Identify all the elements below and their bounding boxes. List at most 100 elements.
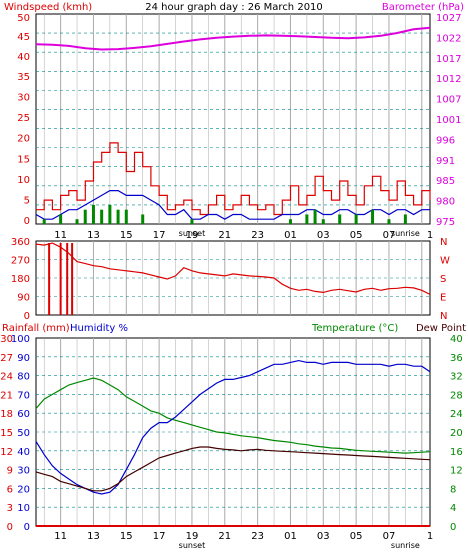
- rain-tick-label: 27: [0, 353, 13, 364]
- wind-bar: [288, 219, 292, 224]
- chart-marks: [35, 26, 431, 527]
- wind_avg-series: [35, 190, 430, 220]
- wind-tick-label: 35: [17, 72, 30, 83]
- x-tick-label: 11: [54, 230, 67, 241]
- compass-tick-label: E: [440, 293, 446, 304]
- rain-tick-label: 6: [7, 484, 13, 495]
- compass-tick-label: N: [440, 311, 447, 322]
- humidity-tick-label: 60: [17, 409, 30, 420]
- wind-tick-label: 50: [17, 13, 30, 24]
- x-tick-label: 13: [87, 230, 100, 241]
- rain-tick-label: 3: [7, 503, 13, 514]
- temperature-tick-label: 40: [450, 334, 463, 345]
- sunset-label: sunset: [179, 541, 206, 550]
- direction-series: [35, 242, 431, 295]
- wind-tick-label: 25: [17, 113, 30, 124]
- temperature-tick-label: 0: [450, 522, 456, 533]
- x-tick-label: 19: [186, 230, 199, 241]
- x-tick-label: 17: [153, 230, 166, 241]
- x-tick-label: 15: [120, 531, 133, 542]
- axis-labels: 5045403530252015105010271022101710121007…: [0, 13, 462, 550]
- x-tick-label: 23: [251, 531, 264, 542]
- wind-bar: [371, 209, 375, 224]
- gridlines: [36, 14, 430, 526]
- sunrise-label: sunrise: [391, 229, 420, 238]
- wind-tick-label: 30: [17, 93, 30, 104]
- x-tick-label: 03: [317, 531, 330, 542]
- wind-bar: [83, 209, 87, 224]
- direction-tick-label: 360: [11, 237, 30, 248]
- rain-tick-label: 9: [7, 466, 13, 477]
- rain-tick-label: 12: [0, 447, 13, 458]
- humidity-tick-label: 90: [17, 353, 30, 364]
- wind-bar: [59, 214, 63, 224]
- temperature-tick-label: 4: [450, 503, 456, 514]
- x-tick-label: 05: [350, 531, 363, 542]
- wind-bar: [124, 209, 128, 224]
- temperature-series: [35, 377, 431, 454]
- temperature-tick-label: 32: [450, 372, 463, 383]
- x-tick-label: 15: [120, 230, 133, 241]
- humidity-tick-label: 40: [17, 447, 30, 458]
- wind-bar: [321, 219, 325, 224]
- baro-tick-label: 1027: [436, 13, 461, 24]
- wind-bar: [338, 214, 342, 224]
- direction-tick-label: 270: [11, 256, 30, 267]
- humidity-tick-label: 0: [24, 522, 30, 533]
- humidity-tick-label: 10: [17, 503, 30, 514]
- x-tick-label: 21: [218, 531, 231, 542]
- barometer-series: [35, 26, 431, 51]
- wind-bar: [403, 214, 407, 224]
- wind-bar: [91, 204, 95, 224]
- dewpoint-series: [35, 446, 431, 492]
- x-tick-label: 01: [284, 531, 297, 542]
- x-tick-label: 17: [153, 531, 166, 542]
- baro-tick-label: 996: [436, 135, 455, 146]
- wind-bar: [100, 209, 104, 224]
- wind-tick-label: 45: [17, 32, 30, 43]
- barometer-axis-label: Barometer (hPa): [382, 2, 464, 13]
- direction-tick-label: 90: [17, 293, 30, 304]
- humidity-series: [35, 359, 431, 495]
- rain-tick-label: 21: [0, 390, 13, 401]
- humidity-tick-label: 100: [11, 334, 30, 345]
- x-tick-label: 13: [87, 531, 100, 542]
- rain-tick-label: 0: [7, 522, 13, 533]
- temperature-tick-label: 20: [450, 428, 463, 439]
- wind-baro-panel: [35, 13, 431, 225]
- humidity-tick-label: 80: [17, 372, 30, 383]
- baro-tick-label: 1017: [436, 54, 461, 65]
- direction-tick-label: 180: [11, 274, 30, 285]
- x-tick-label: 11: [54, 531, 67, 542]
- wind-direction-panel: [35, 240, 431, 316]
- baro-tick-label: 980: [436, 197, 455, 208]
- rain-tick-label: 24: [0, 372, 13, 383]
- wind-bar: [313, 209, 317, 224]
- temperature-tick-label: 36: [450, 353, 463, 364]
- wind-bar: [141, 214, 145, 224]
- baro-tick-label: 1001: [436, 115, 461, 126]
- wind-bar: [354, 214, 358, 224]
- x-tick-label: 07: [383, 230, 396, 241]
- humidity-tick-label: 50: [17, 428, 30, 439]
- wind_gust-series: [36, 142, 431, 216]
- wind-tick-label: 15: [17, 154, 30, 165]
- sunset-label: sunset: [179, 229, 206, 238]
- humidity-tick-label: 30: [17, 466, 30, 477]
- rain-tick-label: 30: [0, 334, 13, 345]
- temperature-tick-label: 12: [450, 466, 463, 477]
- dewpoint-axis-label: Dew Point: [416, 323, 466, 334]
- x-tick-label: 1: [427, 230, 433, 241]
- compass-tick-label: W: [440, 256, 450, 267]
- humidity-tick-label: 70: [17, 390, 30, 401]
- baro-tick-label: 1012: [436, 74, 461, 85]
- humidity-tick-label: 20: [17, 484, 30, 495]
- baro-tick-label: 1022: [436, 33, 461, 44]
- wind-tick-label: 5: [24, 195, 30, 206]
- temperature-tick-label: 28: [450, 390, 463, 401]
- wind-bar: [42, 219, 46, 224]
- x-tick-label: 01: [284, 230, 297, 241]
- temperature-tick-label: 8: [450, 484, 456, 495]
- compass-tick-label: N: [440, 237, 447, 248]
- wind-bar: [190, 219, 194, 224]
